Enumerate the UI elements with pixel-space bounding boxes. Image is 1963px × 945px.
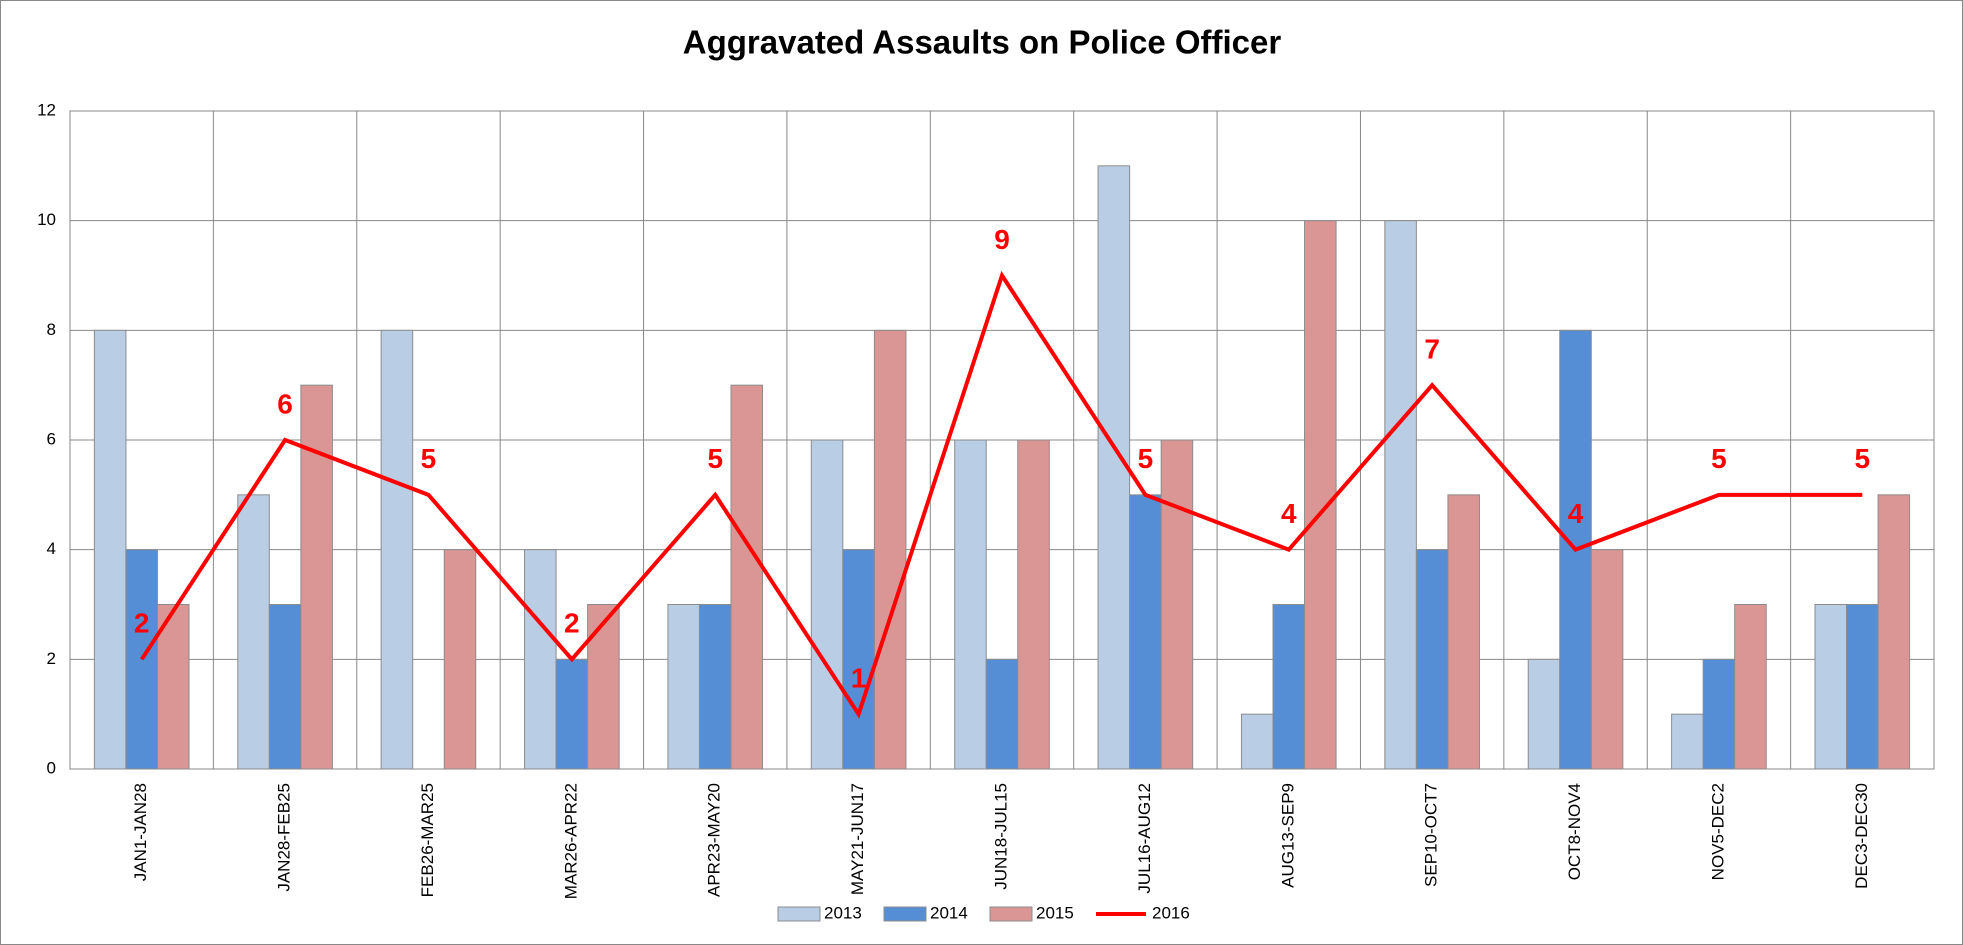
- x-tick-label: APR23-MAY20: [705, 783, 724, 897]
- bar: [1160, 439, 1194, 770]
- legend-label: 2014: [930, 903, 968, 922]
- y-tick-label: 0: [47, 758, 56, 777]
- bar: [125, 549, 158, 770]
- bar: [842, 549, 875, 770]
- bar: [698, 604, 732, 770]
- x-tick-label: MAY21-JUN17: [848, 783, 867, 895]
- data-label: 2: [134, 608, 150, 639]
- data-label: 1: [851, 663, 867, 694]
- bar: [1415, 549, 1449, 770]
- data-label: 5: [421, 443, 437, 474]
- bar: [93, 329, 127, 770]
- y-tick-label: 2: [47, 649, 56, 668]
- x-tick-label: DEC3-DEC30: [1852, 783, 1871, 889]
- bar: [1240, 713, 1274, 770]
- bar: [1702, 658, 1736, 770]
- bar: [1447, 494, 1480, 770]
- y-tick-label: 6: [47, 429, 56, 448]
- x-tick-label: JAN1-JAN28: [131, 783, 150, 881]
- data-label: 7: [1424, 334, 1440, 365]
- legend-label: 2016: [1152, 903, 1190, 922]
- x-tick-label: JAN28-FEB25: [275, 783, 294, 892]
- bar: [730, 384, 764, 770]
- bar: [1734, 604, 1767, 770]
- bar: [1527, 658, 1561, 770]
- x-tick-label: MAR26-APR22: [561, 783, 580, 899]
- x-tick-label: JUN18-JUL15: [991, 783, 1010, 890]
- bar: [985, 658, 1019, 770]
- data-label: 2: [564, 608, 580, 639]
- line-series: [140, 270, 1863, 719]
- bar: [1272, 604, 1306, 770]
- y-tick-label: 8: [47, 320, 56, 339]
- bar: [954, 439, 987, 770]
- bar: [810, 439, 844, 770]
- bar: [667, 604, 700, 770]
- bar: [587, 604, 620, 770]
- bar: [380, 329, 414, 770]
- chart-title: Aggravated Assaults on Police Officer: [683, 24, 1282, 61]
- bar: [300, 384, 333, 770]
- data-label: 5: [707, 443, 723, 474]
- bar: [1671, 713, 1704, 770]
- legend-swatch: [883, 906, 927, 922]
- bar: [555, 658, 589, 770]
- x-tick-label: OCT8-NOV4: [1565, 783, 1584, 880]
- bar: [524, 549, 557, 770]
- y-tick-label: 10: [37, 210, 56, 229]
- data-label: 5: [1138, 443, 1154, 474]
- bar: [443, 549, 477, 770]
- legend-label: 2013: [824, 903, 862, 922]
- bar: [1304, 220, 1337, 770]
- data-label: 6: [277, 388, 293, 419]
- x-tick-label: FEB26-MAR25: [418, 783, 437, 897]
- data-label: 5: [1711, 443, 1727, 474]
- bar: [1877, 494, 1911, 770]
- x-tick-label: NOV5-DEC2: [1708, 783, 1727, 880]
- bar: [1017, 439, 1050, 770]
- data-label: 4: [1281, 498, 1297, 529]
- x-tick-label: SEP10-OCT7: [1422, 783, 1441, 887]
- data-label: 9: [994, 224, 1010, 255]
- bar: [156, 604, 190, 770]
- legend-swatch: [777, 906, 821, 922]
- data-label: 5: [1855, 443, 1871, 474]
- y-tick-label: 12: [37, 100, 56, 119]
- bar: [1129, 494, 1162, 770]
- x-tick-label: AUG13-SEP9: [1278, 783, 1297, 888]
- bar: [1384, 220, 1417, 770]
- bar: [873, 329, 907, 770]
- bar: [1097, 165, 1131, 770]
- legend-label: 2015: [1036, 903, 1074, 922]
- legend-swatch: [989, 906, 1033, 922]
- bar: [268, 604, 302, 770]
- bar: [1846, 604, 1879, 770]
- x-tick-label: JUL16-AUG12: [1135, 783, 1154, 894]
- bar: [1814, 604, 1848, 770]
- y-tick-label: 4: [47, 539, 56, 558]
- bar: [237, 494, 270, 770]
- bar: [1590, 549, 1624, 770]
- data-label: 4: [1568, 498, 1584, 529]
